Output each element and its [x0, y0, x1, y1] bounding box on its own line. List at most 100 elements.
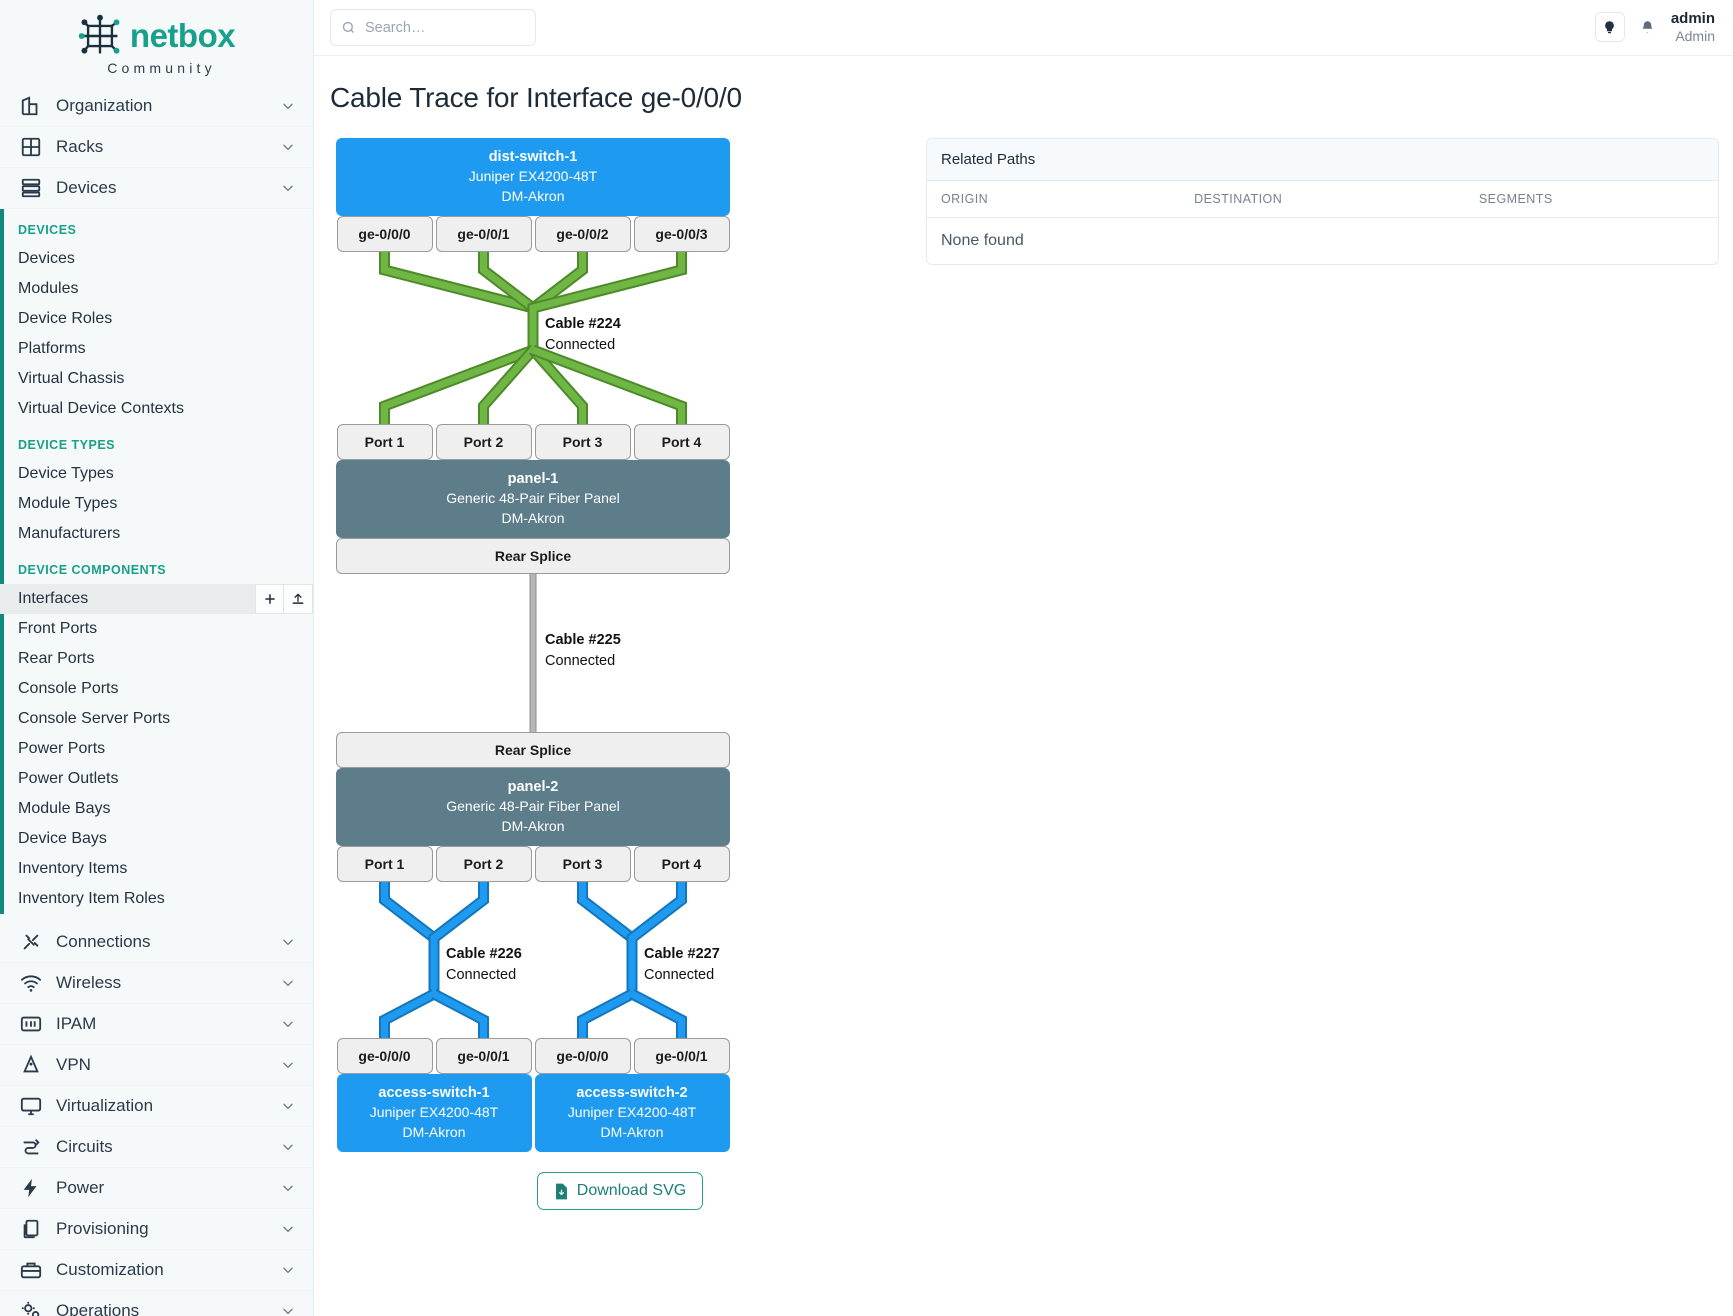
sidebar-group-provisioning[interactable]: Provisioning — [0, 1209, 313, 1250]
sidebar-group-operations[interactable]: Operations — [0, 1291, 313, 1316]
termination-panel2-Port2[interactable]: Port 2 — [435, 846, 532, 882]
termination-panel2-Port4[interactable]: Port 4 — [633, 846, 730, 882]
column-header-destination: DESTINATION — [1180, 181, 1465, 218]
sidebar-item-device-bays[interactable]: Device Bays — [0, 824, 313, 854]
sidebar-group-virtualization[interactable]: Virtualization — [0, 1086, 313, 1127]
termination-panel2-rear-splice[interactable]: Rear Splice — [336, 732, 730, 768]
ipam-icon — [20, 1016, 42, 1032]
sidebar-item-front-ports[interactable]: Front Ports — [0, 614, 313, 644]
termination-access2-ge-0/0/0[interactable]: ge-0/0/0 — [534, 1038, 631, 1074]
sidebar-group-wireless[interactable]: Wireless — [0, 963, 313, 1004]
sidebar-item-label: Rear Ports — [18, 650, 95, 667]
sidebar-group-organization[interactable]: Organization — [0, 86, 313, 127]
download-svg-button[interactable]: Download SVG — [536, 1172, 704, 1210]
sidebar-group-label: Wireless — [56, 973, 122, 992]
sidebar-group-customization[interactable]: Customization — [0, 1250, 313, 1291]
sidebar-item-inventory-items[interactable]: Inventory Items — [0, 854, 313, 884]
topbar: admin Admin — [314, 0, 1733, 56]
chevron-down-icon — [283, 1267, 293, 1274]
termination-panel2-Port1[interactable]: Port 1 — [336, 846, 433, 882]
sidebar-item-module-types[interactable]: Module Types — [0, 489, 313, 519]
brand-name: netbox — [129, 17, 236, 54]
page-title: Cable Trace for Interface ge-0/0/0 — [330, 82, 742, 113]
sidebar-group-circuits[interactable]: Circuits — [0, 1127, 313, 1168]
cable-label-cable-226[interactable]: Cable #226 Connected — [446, 944, 522, 986]
sidebar-group-racks[interactable]: Racks — [0, 127, 313, 168]
termination-access1-ge-0/0/1[interactable]: ge-0/0/1 — [435, 1038, 532, 1074]
sidebar-item-module-bays[interactable]: Module Bays — [0, 794, 313, 824]
sidebar-item-inventory-item-roles[interactable]: Inventory Item Roles — [0, 884, 313, 914]
user-menu[interactable]: admin Admin — [1671, 10, 1717, 44]
sidebar-item-interfaces[interactable]: Interfaces — [0, 584, 313, 614]
termination-panel1-Port1[interactable]: Port 1 — [336, 424, 433, 460]
sidebar-item-device-types[interactable]: Device Types — [0, 459, 313, 489]
sidebar-group-label: Circuits — [56, 1137, 113, 1156]
theme-toggle-button[interactable] — [1594, 12, 1625, 43]
sidebar-group-vpn[interactable]: VPN — [0, 1045, 313, 1086]
sidebar-item-rear-ports[interactable]: Rear Ports — [0, 644, 313, 674]
trace-node-access-switch-2[interactable]: access-switch-2 Juniper EX4200-48T DM-Akro… — [534, 1074, 730, 1152]
import-interfaces-button[interactable] — [284, 584, 313, 614]
sidebar-item-label: Manufacturers — [18, 525, 121, 542]
cable-label-cable-224[interactable]: Cable #224 Connected — [545, 314, 621, 356]
node-type: Juniper EX4200-48T — [369, 1104, 499, 1121]
sidebar-group-devices[interactable]: Devices — [0, 168, 313, 209]
termination-dist-ge-0/0/3[interactable]: ge-0/0/3 — [633, 216, 730, 252]
sidebar-item-manufacturers[interactable]: Manufacturers — [0, 519, 313, 549]
brand[interactable]: netbox Community — [0, 0, 313, 86]
termination-dist-ge-0/0/1[interactable]: ge-0/0/1 — [435, 216, 532, 252]
sidebar-group-connections[interactable]: Connections — [0, 922, 313, 963]
server-icon — [21, 178, 41, 198]
cable-label-cable-225[interactable]: Cable #225 Connected — [545, 630, 621, 672]
node-site: DM-Akron — [501, 818, 565, 835]
sidebar-item-label: Module Bays — [18, 800, 111, 817]
cable-name: Cable #224 — [545, 316, 621, 332]
trace-node-dist-switch-1[interactable]: dist-switch-1 Juniper EX4200-48T DM-Akron — [336, 138, 730, 216]
sidebar-item-modules[interactable]: Modules — [0, 274, 313, 304]
termination-panel1-Port2[interactable]: Port 2 — [435, 424, 532, 460]
import-icon — [292, 593, 304, 604]
termination-panel1-Port4[interactable]: Port 4 — [633, 424, 730, 460]
cogs-icon — [21, 1301, 40, 1316]
trace-node-panel-1[interactable]: panel-1 Generic 48-Pair Fiber Panel DM-Akr… — [336, 460, 730, 538]
sidebar-group-label: Connections — [56, 932, 151, 951]
termination-panel1-Port3[interactable]: Port 3 — [534, 424, 631, 460]
termination-panel1-rear-splice[interactable]: Rear Splice — [336, 538, 730, 574]
sidebar-group-ipam[interactable]: IPAM — [0, 1004, 313, 1045]
termination-access1-ge-0/0/0[interactable]: ge-0/0/0 — [336, 1038, 433, 1074]
sidebar-item-console-ports[interactable]: Console Ports — [0, 674, 313, 704]
sidebar-item-actions — [255, 584, 313, 614]
sidebar-item-console-server-ports[interactable]: Console Server Ports — [0, 704, 313, 734]
cable-trace-diagram: dist-switch-1 Juniper EX4200-48T DM-Akron g… — [330, 138, 910, 1158]
trace-node-access-switch-1[interactable]: access-switch-1 Juniper EX4200-48T DM-Akro… — [336, 1074, 532, 1152]
brand-edition: Community — [107, 60, 216, 76]
sidebar-item-power-outlets[interactable]: Power Outlets — [0, 764, 313, 794]
termination-dist-ge-0/0/0[interactable]: ge-0/0/0 — [336, 216, 433, 252]
circuits-icon — [23, 1139, 40, 1155]
search-input[interactable] — [365, 19, 525, 36]
termination-access2-ge-0/0/1[interactable]: ge-0/0/1 — [633, 1038, 730, 1074]
node-type: Generic 48-Pair Fiber Panel — [446, 490, 620, 507]
sidebar-group-power[interactable]: Power — [0, 1168, 313, 1209]
sidebar-item-label: Front Ports — [18, 620, 98, 637]
cable-name: Cable #227 — [644, 946, 720, 962]
sidebar-top-groups: Organization Racks Devices — [0, 86, 313, 209]
related-paths-column: Related Paths ORIGIN DESTINATION SEGMENTS … — [926, 138, 1719, 1210]
chevron-down-icon — [283, 980, 293, 987]
column-header-segments: SEGMENTS — [1464, 181, 1718, 218]
sidebar-item-virtual-device-contexts[interactable]: Virtual Device Contexts — [0, 394, 313, 424]
add-interface-button[interactable] — [255, 584, 284, 614]
sidebar-item-virtual-chassis[interactable]: Virtual Chassis — [0, 364, 313, 394]
trace-node-panel-2[interactable]: panel-2 Generic 48-Pair Fiber Panel DM-Akr… — [336, 768, 730, 846]
sidebar-item-platforms[interactable]: Platforms — [0, 334, 313, 364]
sidebar-item-devices[interactable]: Devices — [0, 244, 313, 274]
node-site: DM-Akron — [501, 510, 565, 527]
search-box[interactable] — [330, 9, 536, 46]
sidebar-item-device-roles[interactable]: Device Roles — [0, 304, 313, 334]
cable-label-cable-227[interactable]: Cable #227 Connected — [644, 944, 720, 986]
termination-panel2-Port3[interactable]: Port 3 — [534, 846, 631, 882]
notifications-button[interactable] — [1637, 16, 1659, 38]
termination-dist-ge-0/0/2[interactable]: ge-0/0/2 — [534, 216, 631, 252]
add-icon — [264, 594, 275, 604]
sidebar-item-power-ports[interactable]: Power Ports — [0, 734, 313, 764]
